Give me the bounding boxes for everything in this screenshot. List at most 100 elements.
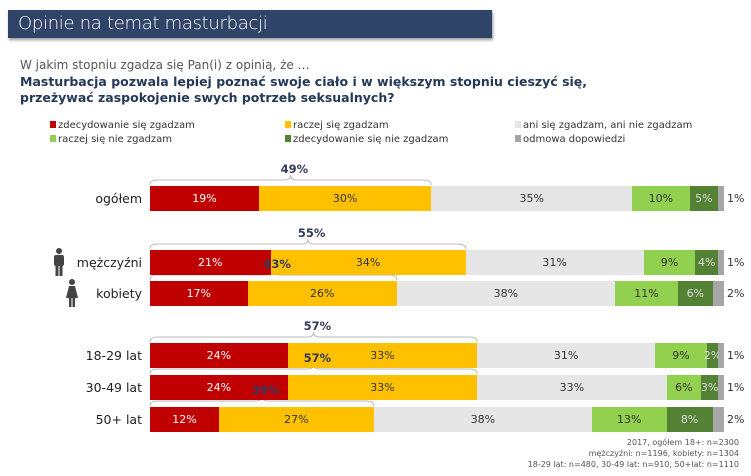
legend-swatch	[50, 121, 56, 128]
bar-segment	[718, 343, 724, 368]
category-label: 18-29 lat	[85, 348, 142, 363]
bar-segment: 34%	[270, 250, 466, 275]
bar-segment: 10%	[632, 186, 690, 211]
legend-label: raczej się zgadzam	[293, 120, 389, 131]
category-label: 30-49 lat	[85, 380, 142, 395]
legend-item: odmowa dopowiedzi	[515, 134, 625, 145]
bar-segment: 31%	[465, 250, 644, 275]
female-icon	[66, 279, 78, 307]
data-label: 6%	[686, 287, 705, 300]
bar-segment: 31%	[477, 343, 656, 368]
data-label: 1%	[727, 349, 745, 362]
agree-brace	[149, 331, 478, 343]
note-line: mężczyźni: n=1196, kobiety: n=1304	[588, 449, 739, 458]
category-label: mężczyźni	[76, 255, 142, 270]
data-label: 9%	[672, 349, 690, 362]
legend-label: ani się zgadzam, ani nie zgadzam	[523, 120, 693, 131]
bar-segment: 33%	[287, 343, 478, 368]
legend-item: raczej się nie zgadzam	[50, 134, 172, 145]
bar-segment: 21%	[150, 250, 271, 275]
note-line: 18-29 lat: n=480, 30-49 lat: n=910, 50+l…	[527, 460, 739, 469]
data-label: 35%	[519, 192, 544, 205]
data-label: 4%	[698, 256, 716, 269]
bar-segment	[718, 375, 724, 400]
data-label: 2%	[727, 287, 745, 300]
bar-segment: 12%	[150, 407, 219, 432]
data-label: 34%	[355, 256, 381, 269]
bar-segment: 33%	[477, 375, 667, 400]
bar-segment: 8%	[666, 407, 713, 432]
data-label: 38%	[493, 287, 519, 300]
data-label: 26%	[309, 287, 335, 300]
bar-segment	[718, 186, 724, 211]
data-label: 8%	[680, 413, 699, 426]
data-label: 31%	[542, 256, 567, 269]
legend-swatch	[285, 121, 291, 128]
data-label: 11%	[634, 287, 659, 300]
legend-label: zdecydowanie się zgadzam	[58, 120, 195, 131]
agree-total-label: 39%	[251, 383, 280, 397]
agree-total-label: 55%	[297, 226, 326, 240]
bar-segment: 38%	[373, 407, 592, 432]
data-label: 30%	[332, 192, 358, 205]
category-label: kobiety	[96, 286, 142, 301]
data-label: 33%	[370, 349, 395, 362]
data-label: 1%	[727, 381, 745, 394]
male-icon	[54, 248, 64, 276]
category-label: ogółem	[95, 191, 142, 206]
data-label: 31%	[553, 349, 579, 362]
bar-segment: 27%	[218, 407, 374, 432]
agree-brace	[149, 174, 432, 186]
legend-swatch	[285, 135, 291, 142]
bar-segment: 9%	[643, 250, 696, 275]
question-intro: W jakim stopniu zgadza się Pan(i) z opin…	[20, 58, 310, 72]
legend-swatch	[515, 121, 521, 128]
bar-segment: 35%	[431, 186, 633, 211]
data-label: 1%	[727, 256, 745, 269]
bar-segment: 19%	[150, 186, 260, 211]
data-label: 9%	[660, 256, 679, 269]
bar-segment: 26%	[247, 281, 397, 306]
data-label: 24%	[206, 381, 232, 394]
data-label: 12%	[172, 413, 197, 426]
data-label: 24%	[206, 349, 232, 362]
data-label: 38%	[470, 413, 496, 426]
bar-segment: 13%	[591, 407, 667, 432]
data-label: 33%	[559, 381, 585, 394]
bar-segment: 2%	[703, 343, 722, 368]
agree-brace	[149, 238, 467, 250]
bar-segment: 30%	[259, 186, 432, 211]
agree-total-label: 57%	[303, 351, 332, 365]
bar-segment: 6%	[678, 281, 713, 306]
legend-label: zdecydowanie się nie zgadzam	[293, 134, 449, 145]
agree-total-label: 49%	[280, 162, 309, 176]
data-label: 17%	[186, 287, 212, 300]
data-label: 33%	[370, 381, 395, 394]
data-label: 13%	[617, 413, 642, 426]
question-text: Masturbacja pozwala lepiej poznać swoje …	[20, 74, 588, 105]
legend-item: zdecydowanie się nie zgadzam	[285, 134, 448, 145]
legend-item: zdecydowanie się zgadzam	[50, 120, 195, 131]
legend-swatch	[515, 135, 521, 142]
data-label: 27%	[284, 413, 309, 426]
data-label: 6%	[675, 381, 693, 394]
bar-segment: 24%	[150, 343, 288, 368]
data-label: 2%	[727, 413, 745, 426]
note-line: 2017, ogółem 18+: n=2300	[626, 438, 739, 447]
bar-segment: 9%	[655, 343, 707, 368]
bar-segment	[718, 250, 724, 275]
agree-total-label: 43%	[263, 257, 291, 271]
category-label: 50+ lat	[95, 412, 142, 427]
legend-item: ani się zgadzam, ani nie zgadzam	[515, 120, 692, 131]
bar-segment	[712, 281, 724, 306]
bar-segment: 3%	[701, 375, 718, 400]
bar-segment	[712, 407, 724, 432]
sample-notes: 2017, ogółem 18+: n=2300 mężczyźni: n=11…	[528, 437, 739, 470]
legend-item: raczej się zgadzam	[285, 120, 389, 131]
data-label: 5%	[695, 192, 713, 205]
data-label: 3%	[700, 381, 719, 394]
bar-segment: 17%	[150, 281, 248, 306]
data-label: 10%	[648, 192, 674, 205]
data-label: 2%	[703, 349, 722, 362]
